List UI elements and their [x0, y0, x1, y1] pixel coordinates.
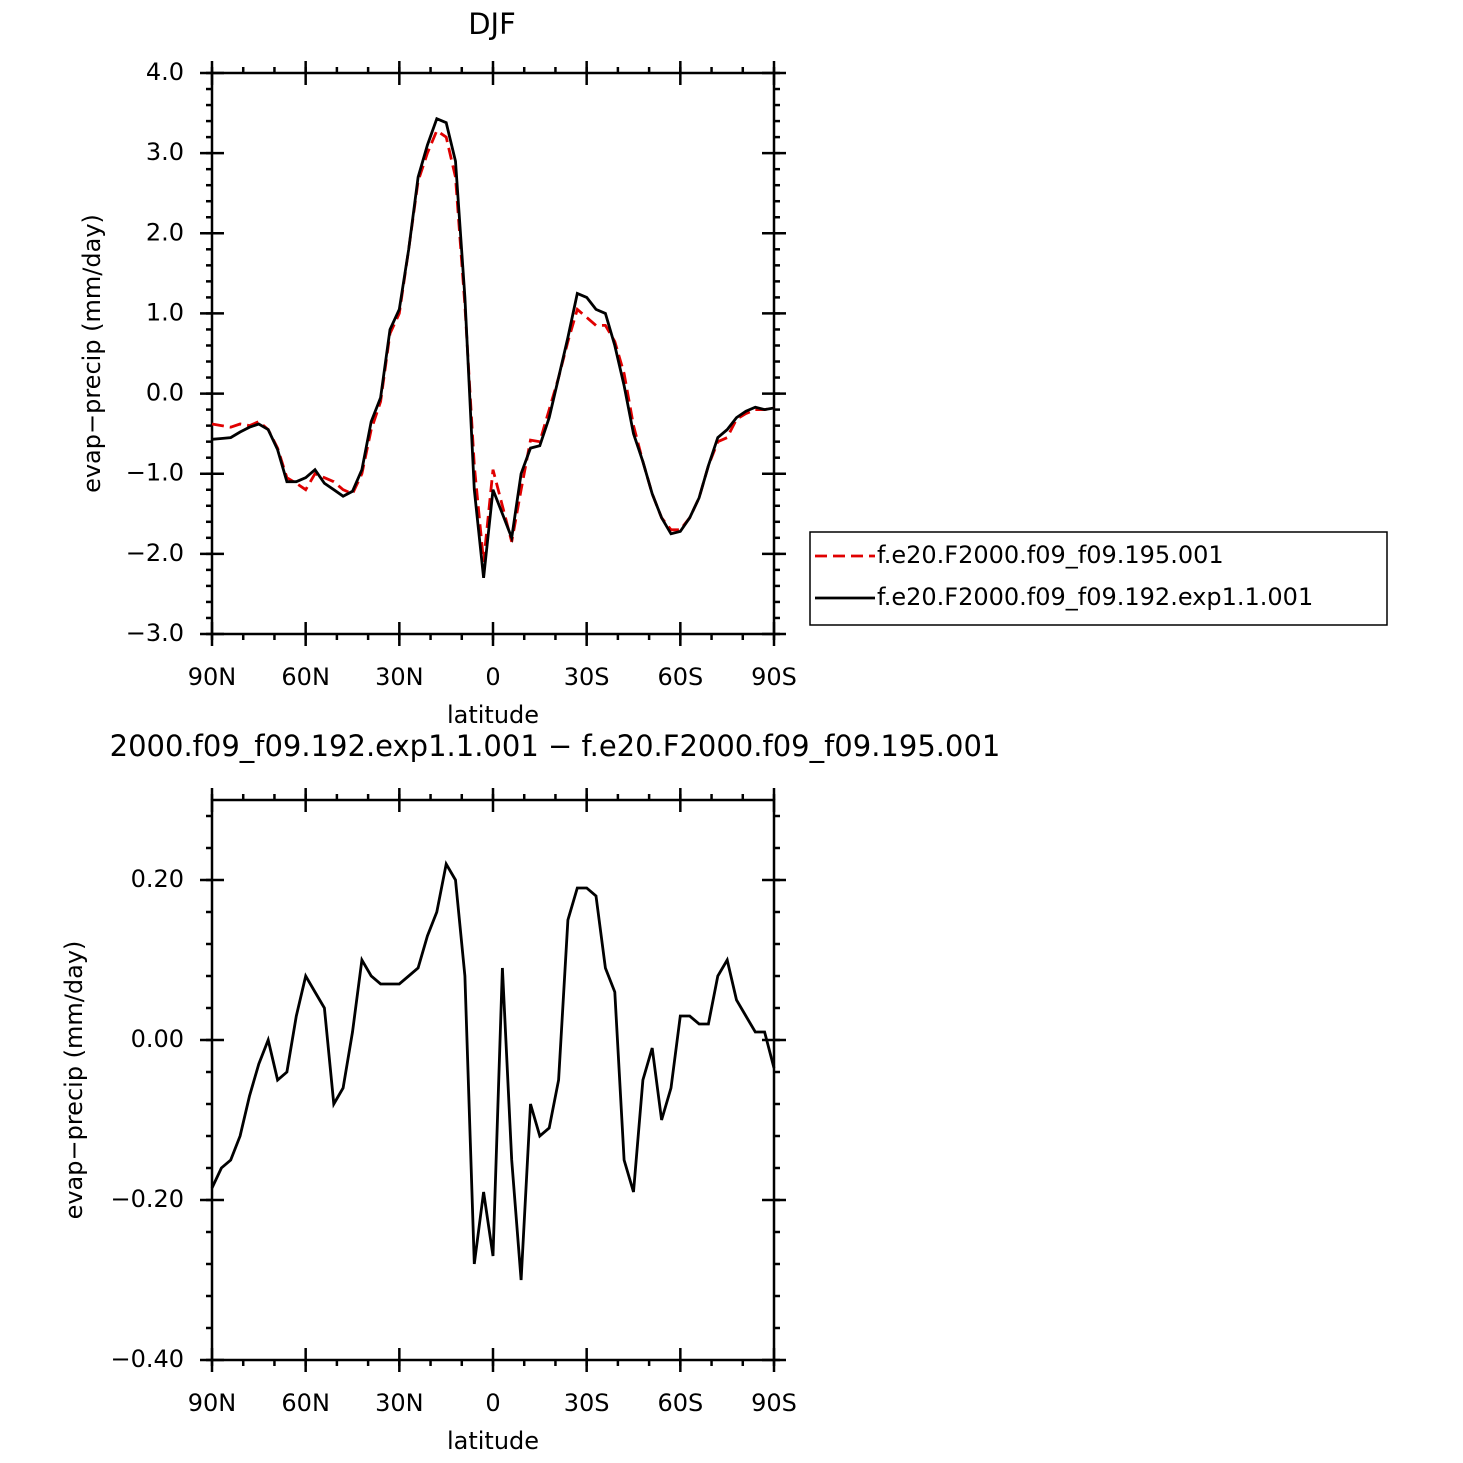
x-tick-label: 0	[485, 1389, 500, 1417]
x-tick-label: 90N	[188, 1389, 237, 1417]
y-tick-label: −1.0	[126, 459, 184, 487]
x-tick-label: 90S	[751, 663, 797, 691]
y-tick-label: −2.0	[126, 539, 184, 567]
y-tick-label: 4.0	[146, 58, 184, 86]
x-tick-label: 0	[485, 663, 500, 691]
y-tick-label: −3.0	[126, 619, 184, 647]
x-tick-label: 30N	[375, 1389, 424, 1417]
y-tick-label: −0.20	[110, 1185, 184, 1213]
chart-title: 2000.f09_f09.192.exp1.1.001 − f.e20.F200…	[110, 729, 1001, 763]
legend-label: f.e20.F2000.f09_f09.195.001	[877, 541, 1224, 569]
x-tick-label: 60N	[281, 663, 330, 691]
x-tick-label: 60N	[281, 1389, 330, 1417]
data-line	[210, 860, 776, 1281]
x-tick-label: 60S	[657, 663, 703, 691]
data-line	[211, 128, 775, 563]
data-line	[211, 116, 775, 579]
x-tick-label: 30S	[564, 663, 610, 691]
y-axis-label: evap−precip (mm/day)	[60, 941, 88, 1220]
plot-frame	[210, 71, 776, 636]
legend-box	[809, 531, 1388, 626]
plot-frame	[210, 798, 776, 1362]
chart-title: DJF	[468, 7, 516, 41]
y-tick-label: 0.00	[131, 1025, 184, 1053]
y-tick-label: 2.0	[146, 218, 184, 246]
x-tick-label: 90S	[751, 1389, 797, 1417]
y-tick-label: 0.0	[146, 379, 184, 407]
x-tick-label: 30S	[564, 1389, 610, 1417]
legend-label: f.e20.F2000.f09_f09.192.exp1.1.001	[877, 583, 1313, 611]
y-tick-label: 0.20	[131, 865, 184, 893]
x-axis-label: latitude	[447, 1427, 539, 1455]
x-tick-label: 90N	[188, 663, 237, 691]
y-tick-label: 1.0	[146, 298, 184, 326]
x-tick-label: 30N	[375, 663, 424, 691]
y-axis-label: evap−precip (mm/day)	[78, 214, 106, 493]
x-axis-label: latitude	[447, 701, 539, 729]
y-tick-label: 3.0	[146, 138, 184, 166]
y-tick-label: −0.40	[110, 1345, 184, 1373]
x-tick-label: 60S	[657, 1389, 703, 1417]
